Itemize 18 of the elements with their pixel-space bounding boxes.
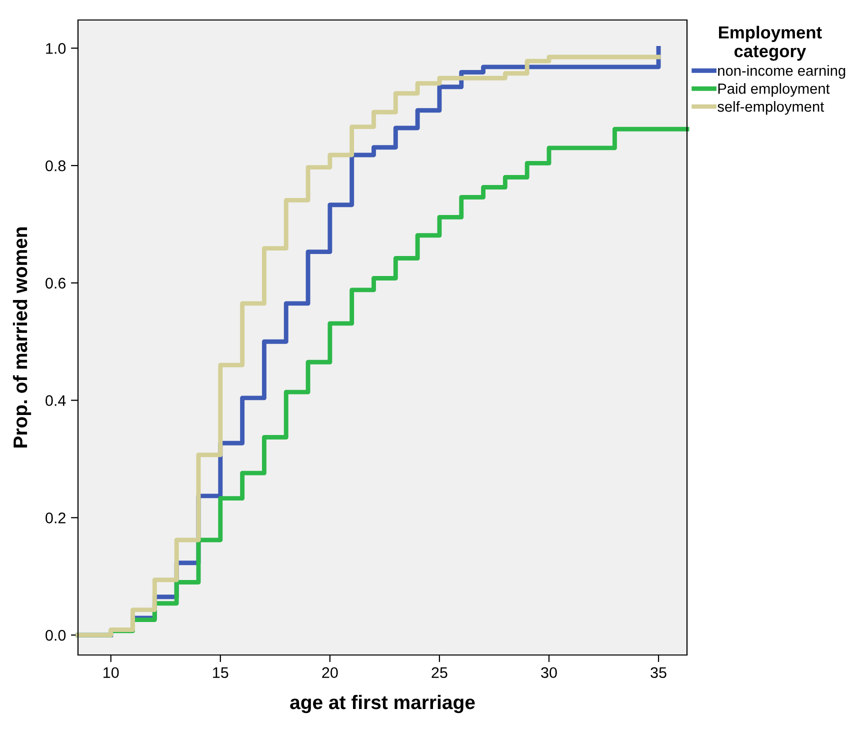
legend-title: Employment category bbox=[719, 26, 822, 61]
y-axis-title: Prop. of married women bbox=[12, 227, 32, 448]
x-tick-label: 10 bbox=[104, 667, 119, 678]
x-tick-label: 25 bbox=[432, 667, 448, 678]
legend-label: non-income earning bbox=[718, 65, 846, 79]
x-tick-label: 30 bbox=[541, 667, 557, 678]
y-tick-label: 0.0 bbox=[46, 630, 66, 641]
x-tick-label: 35 bbox=[650, 667, 666, 678]
y-tick-label: 0.6 bbox=[46, 278, 66, 289]
y-tick-label: 0.8 bbox=[46, 160, 66, 172]
y-tick-label: 0.4 bbox=[46, 395, 66, 406]
x-axis-title: age at first marriage bbox=[290, 694, 475, 714]
y-tick-label: 1.0 bbox=[46, 43, 66, 54]
x-tick-label: 15 bbox=[213, 667, 228, 678]
legend-label: self-employment bbox=[718, 101, 824, 115]
y-tick-label: 0.2 bbox=[46, 512, 66, 524]
legend-label: Paid employment bbox=[718, 83, 830, 97]
x-tick-label: 20 bbox=[322, 667, 338, 678]
